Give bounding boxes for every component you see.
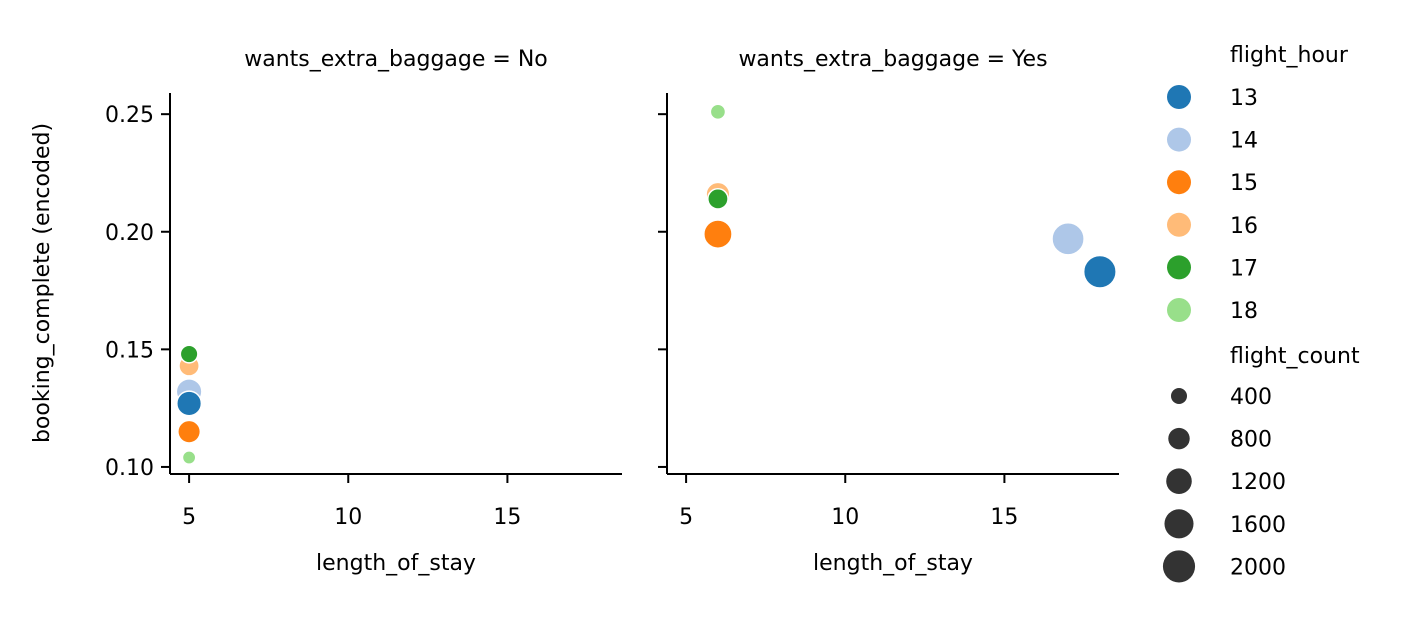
legend-size-marker [1162, 550, 1196, 583]
scatter-point-hour-13 [176, 390, 203, 417]
scatter-point-hour-13 [1082, 254, 1117, 289]
y-tick-label: 0.10 [105, 456, 154, 481]
legend-size-label: 400 [1230, 385, 1272, 410]
x-tick-label: 10 [334, 505, 362, 530]
legend-marker-13 [1167, 85, 1191, 109]
legend-marker-17 [1167, 255, 1191, 280]
facet-title-2: wants_extra_baggage = Yes [738, 47, 1047, 72]
x-tick-label: 5 [182, 505, 196, 530]
legend-label-14: 14 [1230, 129, 1258, 154]
legend-size-label: 800 [1230, 428, 1272, 453]
scatter-point-hour-18 [181, 450, 197, 465]
legend-size-title: flight_count [1230, 344, 1360, 369]
scatter-point-hour-18 [709, 103, 727, 121]
x-tick-label: 10 [831, 505, 859, 530]
legend-label-17: 17 [1230, 256, 1258, 281]
y-axis-title: booking_complete (encoded) [30, 123, 55, 443]
y-tick-label: 0.20 [105, 221, 154, 246]
legend-label-13: 13 [1230, 86, 1258, 111]
legend-label-15: 15 [1230, 171, 1258, 196]
legend-size-marker [1166, 468, 1192, 494]
x-tick-label: 15 [493, 505, 521, 530]
legend-size-marker [1164, 509, 1194, 539]
legend-size-marker [1168, 427, 1190, 450]
scatter-point-hour-17 [707, 187, 729, 210]
x-axis-title: length_of_stay [316, 551, 476, 576]
x-axis-title: length_of_stay [813, 551, 973, 576]
legend-label-16: 16 [1230, 214, 1258, 239]
legend-hue-title: flight_hour [1230, 43, 1349, 68]
legend-size-label: 2000 [1230, 555, 1286, 580]
legend-marker-14 [1167, 127, 1191, 152]
legend-size-marker [1170, 387, 1188, 405]
scatter-point-hour-14 [1051, 221, 1085, 256]
scatter-point-hour-15 [177, 419, 202, 444]
legend-marker-15 [1167, 170, 1191, 195]
legend-marker-16 [1167, 212, 1191, 237]
legend-marker-18 [1167, 298, 1191, 322]
scatter-point-hour-15 [703, 219, 733, 249]
x-tick-label: 5 [679, 505, 693, 530]
legend-size-label: 1200 [1230, 470, 1286, 495]
y-tick-label: 0.25 [105, 103, 154, 128]
y-tick-label: 0.15 [105, 338, 154, 363]
scatter-point-hour-17 [179, 344, 199, 364]
legend-label-18: 18 [1230, 299, 1258, 324]
legend-size-label: 1600 [1230, 513, 1286, 538]
x-tick-label: 15 [990, 505, 1018, 530]
facet-title-1: wants_extra_baggage = No [244, 47, 548, 72]
